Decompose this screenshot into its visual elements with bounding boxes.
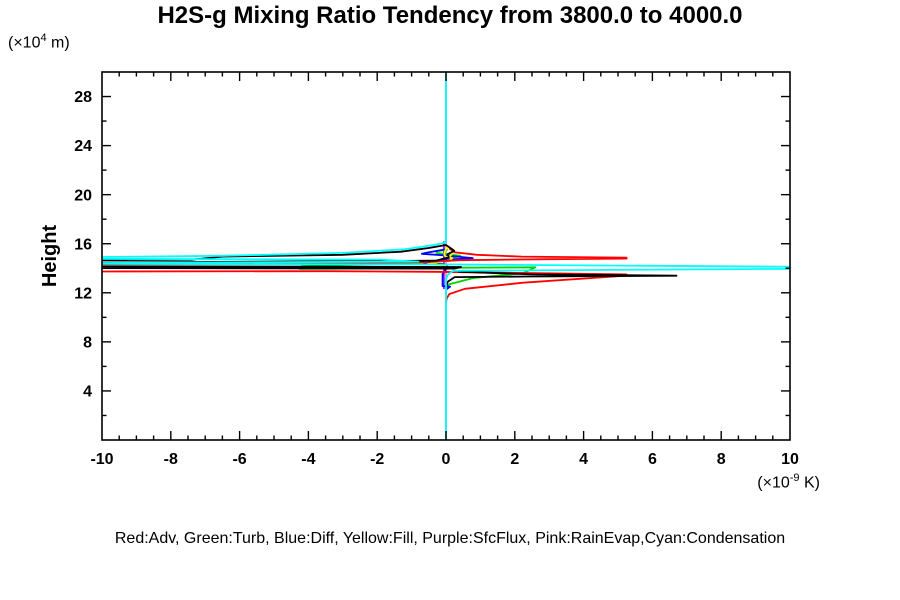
x-unit-exponent: -9 <box>789 472 800 484</box>
x-axis-tick-label: -4 <box>301 451 315 468</box>
x-axis-tick-label: -10 <box>90 451 113 468</box>
y-axis-unit: (×104 m) <box>8 32 70 52</box>
x-axis-tick-label: -6 <box>232 451 246 468</box>
y-unit-suffix: m) <box>46 34 70 52</box>
y-axis-tick-label: 4 <box>83 384 92 401</box>
x-unit-suffix: K) <box>799 474 820 492</box>
x-axis-unit: (×10-9 K) <box>660 472 820 492</box>
x-axis-tick-label: 8 <box>717 451 726 468</box>
x-axis-tick-label: 10 <box>781 451 799 468</box>
x-axis-tick-label: 0 <box>442 451 451 468</box>
x-axis-tick-label: -8 <box>164 451 178 468</box>
chart-title: H2S-g Mixing Ratio Tendency from 3800.0 … <box>157 2 743 29</box>
series-total-line <box>102 265 462 270</box>
y-unit-exponent: 4 <box>40 32 47 44</box>
y-axis-tick-label: 20 <box>74 187 92 204</box>
y-unit-prefix: (×10 <box>8 34 41 52</box>
x-axis-tick-label: 2 <box>510 451 519 468</box>
series-legend: Red:Adv, Green:Turb, Blue:Diff, Yellow:F… <box>114 530 786 547</box>
y-axis-tick-label: 28 <box>74 89 92 106</box>
x-axis-tick-label: -2 <box>370 451 384 468</box>
x-axis-tick-label: 6 <box>648 451 657 468</box>
y-axis-tick-label: 16 <box>74 236 92 253</box>
series-total-line <box>445 270 678 289</box>
x-unit-prefix: (×10 <box>757 474 790 492</box>
series-condensation-line <box>102 72 790 440</box>
x-axis-tick-label: 4 <box>579 451 588 468</box>
y-axis-tick-label: 12 <box>74 285 92 302</box>
y-axis-tick-label: 24 <box>74 138 92 155</box>
series-adv-line <box>102 270 628 303</box>
y-axis-tick-label: 8 <box>83 334 92 351</box>
